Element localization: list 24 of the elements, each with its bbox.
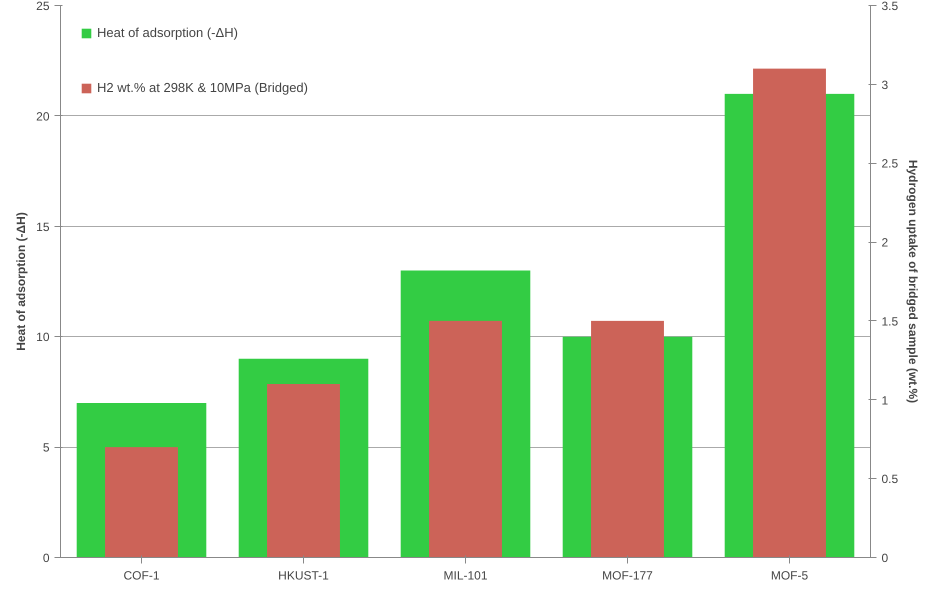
y2-axis-title: Hydrogen uptake of bridged sample (wt.%) — [906, 160, 920, 404]
y2-tick-label: 0 — [882, 551, 888, 565]
y-tick-label: 15 — [36, 220, 50, 234]
y-axis-title: Heat of adsorption (-ΔH) — [14, 212, 28, 351]
x-tick-label: MIL-101 — [443, 568, 488, 582]
x-tick-label: MOF-5 — [770, 568, 808, 582]
y2-tick-label: 2.5 — [882, 156, 899, 171]
x-tick-label: MOF-177 — [602, 568, 654, 582]
legend-label: Heat of adsorption (-ΔH) — [97, 25, 238, 40]
y2-tick-label: 1.5 — [882, 314, 899, 328]
y2-tick-label: 2 — [882, 236, 888, 250]
y-tick-label: 0 — [42, 551, 50, 565]
y2-tick-label: 3 — [882, 78, 888, 92]
y-tick-label: 20 — [36, 109, 50, 124]
y2-tick-label: 1 — [882, 393, 888, 408]
y2-tick-label: 0.5 — [882, 472, 899, 486]
y-tick-label: 10 — [36, 330, 50, 344]
y-tick-label: 25 — [36, 0, 50, 13]
legend-label: H2 wt.% at 298K & 10MPa (Bridged) — [97, 80, 308, 95]
x-tick-label: COF-1 — [124, 568, 160, 582]
x-tick-label: HKUST-1 — [278, 568, 330, 582]
y2-tick-label: 3.5 — [882, 0, 899, 13]
bar — [105, 447, 178, 558]
y-tick-label: 5 — [42, 440, 50, 455]
